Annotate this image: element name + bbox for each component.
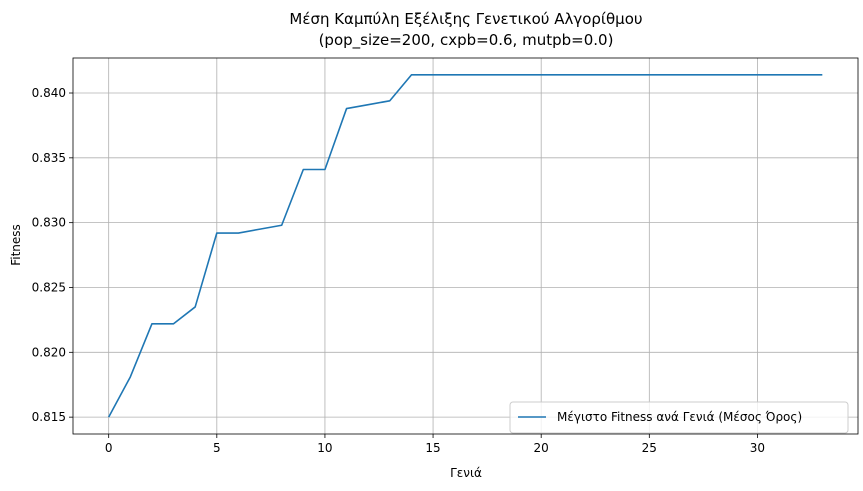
x-tick-label: 0 (105, 441, 113, 455)
grid (73, 58, 858, 434)
y-tick-label: 0.830 (32, 216, 66, 230)
y-tick-label: 0.840 (32, 86, 66, 100)
y-tick-label: 0.835 (32, 151, 66, 165)
x-tick-label: 15 (425, 441, 440, 455)
series-layer (107, 74, 823, 418)
plot-frame (72, 57, 859, 435)
legend: Μέγιστο Fitness ανά Γενιά (Μέσος Όρος) (509, 401, 849, 434)
x-tick-label: 30 (750, 441, 765, 455)
y-tick-label: 0.820 (32, 345, 66, 359)
x-tick-label: 20 (534, 441, 549, 455)
legend-box (509, 401, 849, 434)
chart-subtitle: (pop_size=200, cxpb=0.6, mutpb=0.0) (319, 31, 614, 50)
y-tick-label: 0.815 (32, 410, 66, 424)
y-tick-label: 0.825 (32, 280, 66, 294)
series-line (107, 74, 823, 418)
chart-title: Μέση Καμπύλη Εξέλιξης Γενετικού Αλγορίθμ… (289, 10, 642, 28)
x-tick-label: 25 (642, 441, 657, 455)
ticks: 0 5 10 15 20 25 30 0.815 0.820 0.825 0.830 0.835 0.8… (32, 86, 765, 455)
legend-label: Μέγιστο Fitness ανά Γενιά (Μέσος Όρος) (557, 410, 802, 424)
y-axis-label: Fitness (9, 224, 23, 266)
x-tick-label: 10 (317, 441, 332, 455)
x-tick-label: 5 (213, 441, 221, 455)
x-axis-label: Γενιά (450, 466, 482, 480)
